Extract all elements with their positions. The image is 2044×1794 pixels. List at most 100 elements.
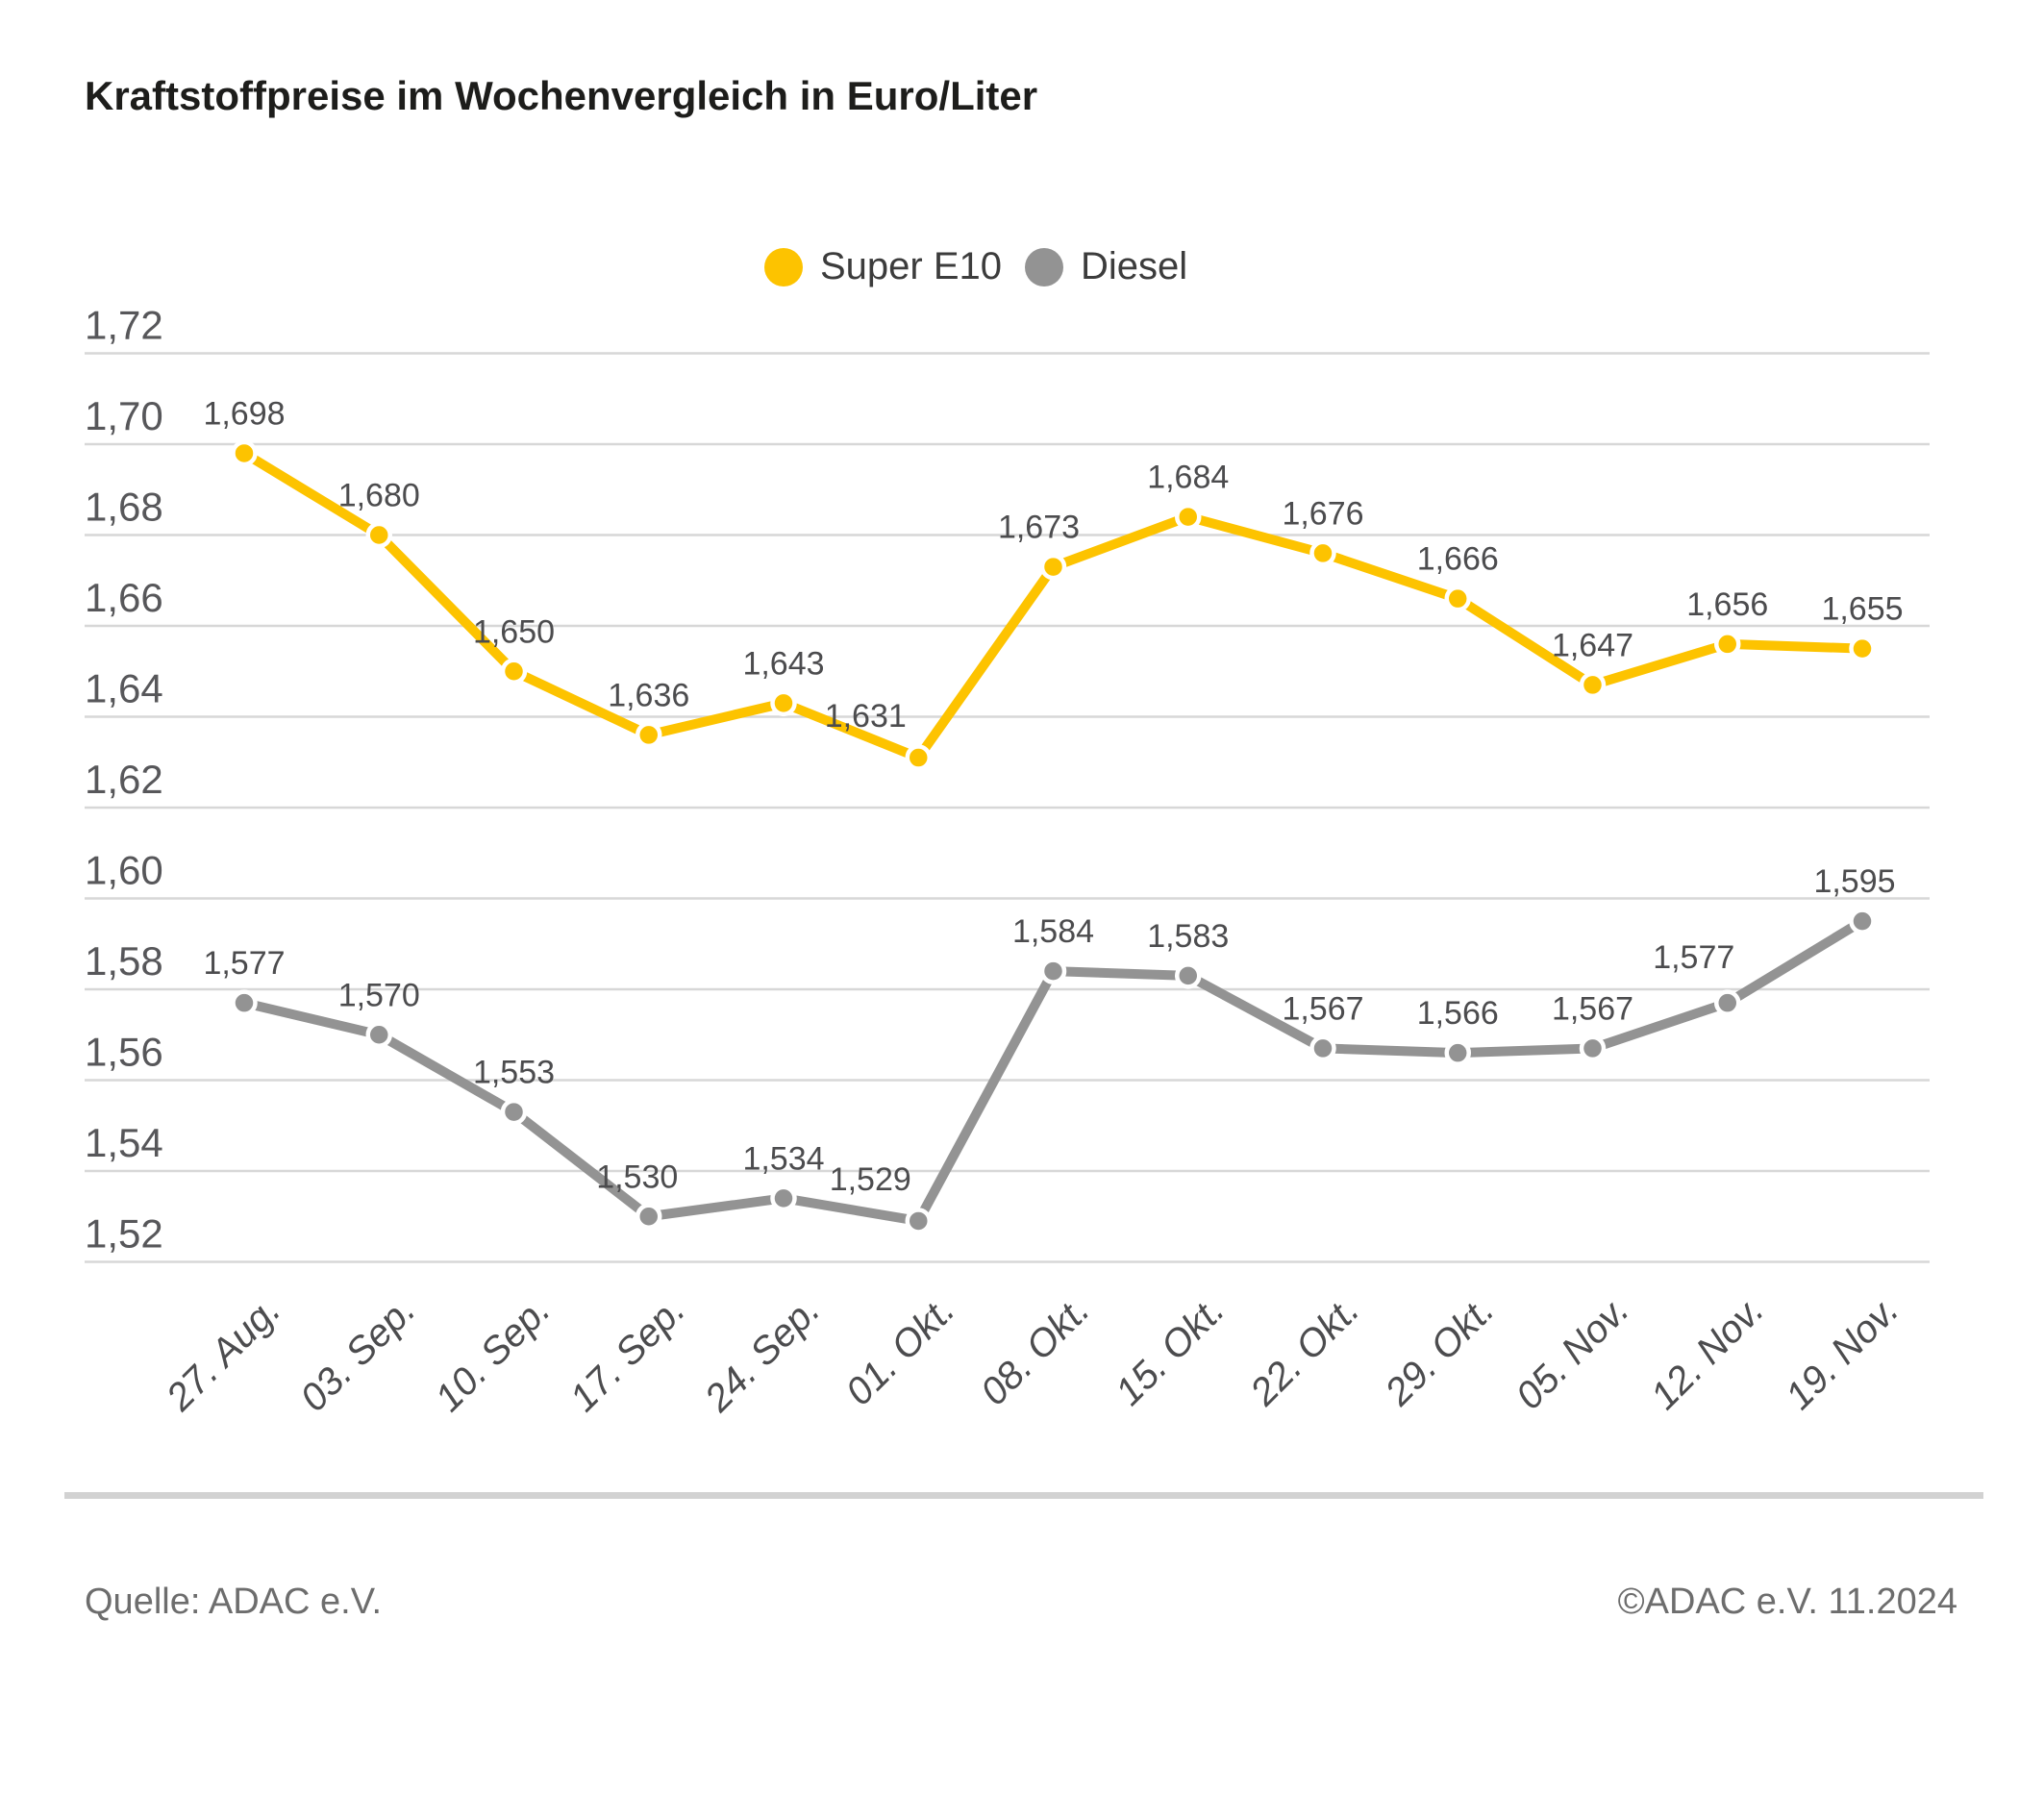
super-e10-point xyxy=(770,689,797,717)
chart-legend: Super E10 Diesel xyxy=(764,245,1187,288)
data-point-label: 1,666 xyxy=(1417,541,1499,578)
x-axis-label: 10. Sep. xyxy=(427,1288,558,1419)
data-point-label: 1,530 xyxy=(596,1159,678,1195)
x-axis-label-group: 03. Sep. xyxy=(292,1288,423,1419)
data-point-label: 1,570 xyxy=(338,977,420,1013)
y-axis-label: 1,66 xyxy=(85,575,163,620)
diesel-point xyxy=(1309,1034,1336,1062)
x-axis-label-group: 24. Sep. xyxy=(696,1288,828,1420)
data-point-label: 1,529 xyxy=(830,1161,911,1198)
legend-item-super-e10: Super E10 xyxy=(764,245,1002,288)
data-point-label: 1,567 xyxy=(1282,990,1363,1027)
x-axis-label: 01. Okt. xyxy=(837,1288,962,1413)
y-axis-label: 1,60 xyxy=(85,848,163,893)
x-axis-label: 27. Aug. xyxy=(158,1288,288,1419)
x-axis-label: 15. Okt. xyxy=(1108,1288,1233,1413)
x-axis-label-group: 29. Okt. xyxy=(1377,1288,1503,1414)
y-axis-label: 1,62 xyxy=(85,757,163,802)
data-point-label: 1,584 xyxy=(1012,913,1094,950)
super-e10-point xyxy=(1309,539,1336,567)
x-axis-label-group: 08. Okt. xyxy=(973,1288,1098,1413)
page-title: Kraftstoffpreise im Wochenvergleich in E… xyxy=(85,73,1038,118)
x-axis-label: 24. Sep. xyxy=(696,1288,828,1420)
super-e10-point xyxy=(231,439,258,467)
data-point-label: 1,647 xyxy=(1552,627,1633,663)
super-e10-line xyxy=(241,449,1863,763)
super-e10-point xyxy=(905,744,932,771)
super-e10-point xyxy=(636,721,662,749)
footer-divider xyxy=(64,1492,1983,1499)
diesel-dot-icon xyxy=(1025,247,1064,287)
x-axis-label: 05. Nov. xyxy=(1508,1288,1637,1417)
data-point-label: 1,680 xyxy=(338,478,420,514)
y-axis-label: 1,56 xyxy=(85,1030,163,1075)
super-e10-point xyxy=(1579,671,1607,699)
y-axis-label: 1,52 xyxy=(85,1211,163,1257)
x-axis-label: 03. Sep. xyxy=(292,1288,423,1419)
diesel-point xyxy=(636,1203,662,1230)
data-point-label: 1,567 xyxy=(1552,990,1633,1027)
data-point-label: 1,566 xyxy=(1417,995,1499,1032)
x-axis-label: 08. Okt. xyxy=(973,1288,1098,1413)
data-point-label: 1,684 xyxy=(1147,460,1229,496)
diesel-point xyxy=(365,1021,392,1048)
diesel-point xyxy=(231,989,258,1016)
legend-label-super-e10: Super E10 xyxy=(820,245,1003,287)
x-axis-label-group: 10. Sep. xyxy=(427,1288,558,1419)
data-point-label: 1,553 xyxy=(473,1055,555,1091)
diesel-point xyxy=(905,1208,932,1234)
super-e10-dot-icon xyxy=(764,247,803,287)
source-text: Quelle: ADAC e.V. xyxy=(85,1582,383,1622)
data-point-label: 1,673 xyxy=(998,510,1080,546)
diesel-point xyxy=(1039,958,1067,984)
x-axis-label-group: 19. Nov. xyxy=(1778,1288,1907,1417)
y-axis-label: 1,70 xyxy=(85,393,163,438)
data-point-label: 1,636 xyxy=(608,677,689,713)
diesel-point xyxy=(500,1098,528,1126)
x-axis-label-group: 27. Aug. xyxy=(158,1288,288,1419)
y-axis-label: 1,72 xyxy=(85,303,163,348)
super-e10-point xyxy=(365,521,392,549)
super-e10-point xyxy=(1714,631,1741,658)
x-axis-label-group: 15. Okt. xyxy=(1108,1288,1233,1413)
data-point-label: 1,676 xyxy=(1282,495,1363,532)
x-axis-label-group: 05. Nov. xyxy=(1508,1288,1637,1417)
data-point-label: 1,577 xyxy=(1653,939,1734,976)
x-axis-label: 22. Okt. xyxy=(1242,1288,1368,1414)
y-axis-label: 1,54 xyxy=(85,1120,163,1165)
data-point-label: 1,650 xyxy=(473,613,555,650)
legend-label-diesel: Diesel xyxy=(1081,245,1188,287)
data-point-label: 1,577 xyxy=(203,945,285,982)
data-point-label: 1,656 xyxy=(1686,586,1768,623)
super-e10-point xyxy=(1175,503,1202,531)
x-axis-label-group: 01. Okt. xyxy=(837,1288,962,1413)
y-axis-label: 1,68 xyxy=(85,485,163,530)
x-axis-label: 19. Nov. xyxy=(1778,1288,1907,1417)
legend-item-diesel: Diesel xyxy=(1025,245,1187,288)
fuel-price-line-chart: 1,72 1,70 1,68 1,66 1,64 1,62 1,60 1,58 1,56 1,54… xyxy=(85,303,1930,1420)
diesel-point xyxy=(1579,1034,1607,1062)
x-axis-label-group: 22. Okt. xyxy=(1242,1288,1368,1414)
data-point-label: 1,698 xyxy=(203,395,285,432)
super-e10-point xyxy=(500,658,528,685)
x-axis-label: 29. Okt. xyxy=(1377,1288,1503,1414)
diesel-point xyxy=(1444,1039,1471,1066)
diesel-point xyxy=(1849,908,1876,934)
super-e10-point xyxy=(1849,635,1876,662)
y-axis-label: 1,64 xyxy=(85,666,163,711)
data-point-label: 1,631 xyxy=(825,698,907,735)
diesel-point xyxy=(770,1184,797,1212)
x-axis-label: 12. Nov. xyxy=(1643,1288,1772,1417)
x-axis-label-group: 12. Nov. xyxy=(1643,1288,1772,1417)
super-e10-point xyxy=(1444,585,1471,612)
data-point-label: 1,583 xyxy=(1147,918,1229,955)
data-point-label: 1,655 xyxy=(1821,591,1903,628)
y-axis-label: 1,58 xyxy=(85,938,163,984)
data-point-label: 1,643 xyxy=(742,645,824,682)
copyright-text: ©ADAC e.V. 11.2024 xyxy=(1617,1582,1957,1622)
data-point-label: 1,534 xyxy=(742,1140,824,1177)
diesel-point xyxy=(1175,962,1202,989)
super-e10-point xyxy=(1039,553,1067,581)
data-point-label: 1,595 xyxy=(1813,863,1895,900)
x-axis-label-group: 17. Sep. xyxy=(562,1288,693,1419)
